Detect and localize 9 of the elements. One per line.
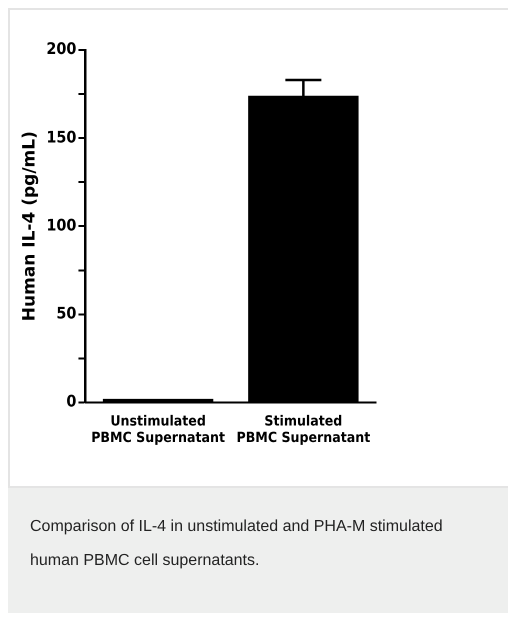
- y-tick-label: 50: [56, 303, 76, 322]
- y-axis-title: Human IL-4 (pg/mL): [20, 131, 40, 322]
- x-tick-label: Stimulated PBMC Supernatant: [236, 413, 370, 446]
- y-tick-label: 200: [46, 39, 76, 58]
- y-tick-label: 100: [46, 215, 76, 234]
- y-tick-label: 150: [46, 127, 76, 146]
- text: Comparison of IL-4 in unstimulated and PHA-M stimulated human PBMC cell supernatants.: [8, 488, 508, 613]
- y-tick-label: 0: [66, 392, 76, 411]
- x-tick-label: Unstimulated PBMC Supernatant: [91, 413, 225, 446]
